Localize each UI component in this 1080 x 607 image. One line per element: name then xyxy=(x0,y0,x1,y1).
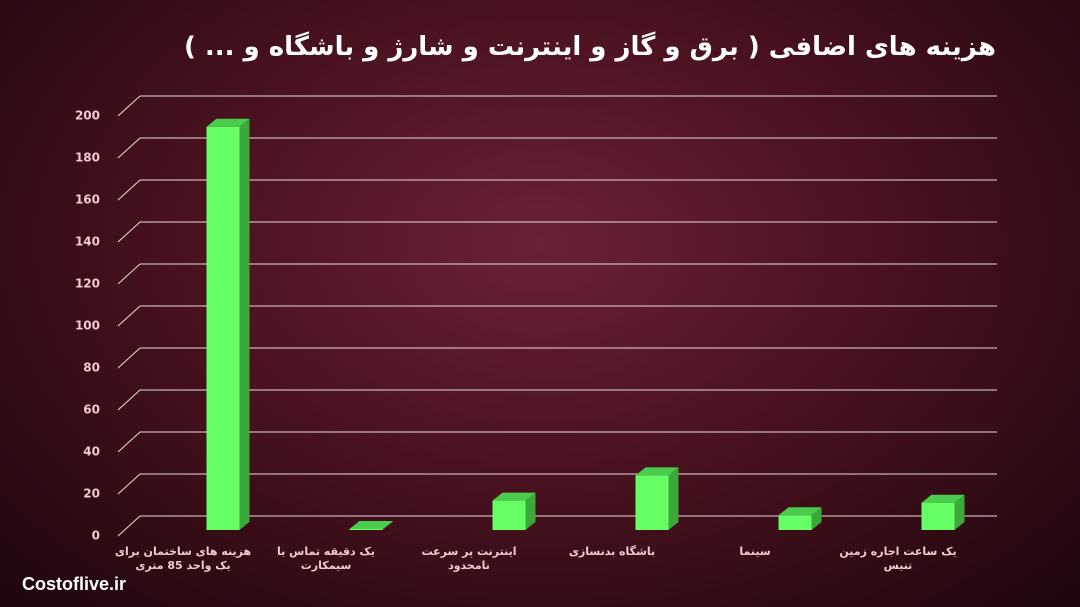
bar xyxy=(206,126,240,531)
grid-line xyxy=(117,431,997,453)
bar-top xyxy=(349,520,393,529)
bar-side xyxy=(668,467,679,530)
bar-top xyxy=(492,492,536,501)
bar-side xyxy=(239,118,250,531)
x-tick-label: هزینه های ساختمان برای یک واحد 85 متری xyxy=(114,545,252,572)
grid-line xyxy=(117,179,997,201)
bar xyxy=(349,528,383,530)
y-tick-label: 0 xyxy=(92,529,100,543)
x-tick-label: اینترنت پر سرعت نامحدود xyxy=(421,545,517,572)
y-tick-label: 200 xyxy=(75,109,100,123)
bar xyxy=(635,475,669,530)
y-tick-label: 60 xyxy=(83,403,100,417)
grid-line xyxy=(117,305,997,327)
bar-side xyxy=(382,520,393,530)
bar xyxy=(778,515,812,530)
x-tick-label: باشگاه بدنسازی xyxy=(568,545,656,558)
y-tick-label: 40 xyxy=(83,445,100,459)
grid-line xyxy=(117,347,997,369)
bar-side xyxy=(525,492,536,530)
y-tick-label: 100 xyxy=(75,319,100,333)
grid-line xyxy=(117,389,997,411)
y-tick-label: 160 xyxy=(75,193,100,207)
y-tick-label: 20 xyxy=(83,487,100,501)
y-tick-label: 80 xyxy=(83,361,100,375)
bar-side xyxy=(954,494,965,530)
y-tick-label: 140 xyxy=(75,235,100,249)
grid-line xyxy=(117,263,997,285)
bar xyxy=(921,502,955,530)
bar xyxy=(492,500,526,530)
x-tick-label: یک ساعت اجاره زمین تنیس xyxy=(839,545,957,572)
bar-top xyxy=(635,467,679,476)
y-tick-label: 120 xyxy=(75,277,100,291)
grid-line xyxy=(117,473,997,495)
x-tick-label: سینما xyxy=(739,545,771,558)
y-tick-label: 180 xyxy=(75,151,100,165)
chart-title: هزینه های اضافی ( برق و گاز و اینترنت و … xyxy=(183,32,996,62)
watermark: Costoflive.ir xyxy=(22,574,127,594)
bar-top xyxy=(921,494,965,503)
grid-line xyxy=(117,515,997,537)
x-tick-label: یک دقیقه تماس با سیمکارت xyxy=(277,545,375,572)
bar-side xyxy=(811,507,822,530)
grid-line xyxy=(117,95,997,117)
grid-line xyxy=(117,137,997,159)
grid-line xyxy=(117,221,997,243)
bar-top xyxy=(778,507,822,516)
bar-top xyxy=(206,118,250,127)
